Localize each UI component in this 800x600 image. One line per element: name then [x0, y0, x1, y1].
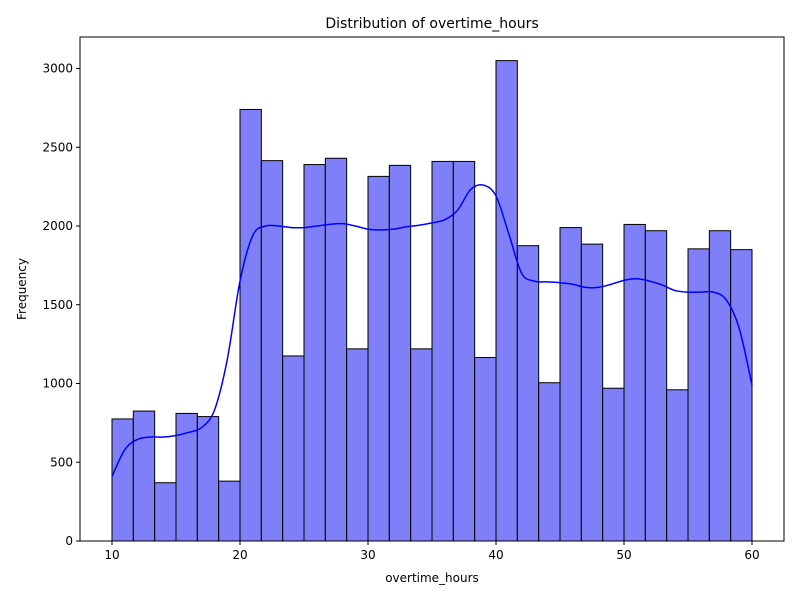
- plot-frame: [79, 36, 785, 542]
- x-tick-label: 30: [360, 548, 375, 562]
- y-tick-label: 1000: [42, 377, 73, 391]
- histogram-bar: [303, 164, 326, 542]
- histogram-bar: [538, 382, 561, 542]
- histogram-bar: [730, 249, 753, 542]
- histogram-bar: [239, 108, 262, 542]
- histogram-bar: [111, 418, 134, 542]
- y-tick-label: 1500: [42, 298, 73, 312]
- histogram-bar: [218, 480, 241, 542]
- histogram-bar: [602, 387, 625, 542]
- histogram-bar: [666, 389, 689, 542]
- y-tick-label: 3000: [42, 62, 73, 76]
- y-axis-ticks: 0 500 1000 1500 2000 2500 3000: [42, 62, 80, 548]
- x-axis-label: overtime_hours: [385, 571, 479, 585]
- histogram-bar: [154, 482, 177, 542]
- y-tick-label: 2000: [42, 219, 73, 233]
- histogram-bar: [388, 164, 412, 542]
- histogram-bar: [623, 223, 646, 542]
- histogram-bar: [516, 245, 540, 542]
- x-axis-ticks: 10 20 30 40 50 60: [104, 541, 760, 562]
- y-tick-label: 0: [65, 534, 73, 548]
- histogram-bar: [559, 227, 582, 542]
- y-tick-label: 500: [50, 455, 73, 469]
- x-tick-label: 20: [232, 548, 247, 562]
- bars-group: [111, 60, 753, 542]
- histogram-bar: [452, 160, 476, 542]
- histogram-bar: [132, 410, 156, 542]
- histogram-bar: [282, 355, 305, 542]
- histogram-bar: [431, 160, 454, 542]
- y-tick-label: 2500: [42, 140, 73, 154]
- histogram-bar: [644, 230, 668, 542]
- kde-group: [111, 184, 753, 477]
- x-tick-label: 50: [616, 548, 631, 562]
- histogram-bar: [474, 357, 497, 542]
- x-tick-label: 10: [104, 548, 119, 562]
- chart-title: Distribution of overtime_hours: [325, 16, 538, 32]
- histogram-bar: [260, 160, 284, 542]
- histogram-bar: [346, 348, 369, 542]
- histogram-bar: [410, 348, 433, 542]
- histogram-bar: [324, 157, 348, 542]
- x-tick-label: 60: [744, 548, 759, 562]
- histogram-bar: [708, 230, 732, 542]
- histogram-bar: [196, 416, 220, 542]
- histogram-bar: [580, 243, 604, 542]
- kde-line: [111, 184, 753, 477]
- histogram-bar: [367, 175, 390, 542]
- histogram-bar: [495, 60, 518, 542]
- x-tick-label: 40: [488, 548, 503, 562]
- y-axis-label: Frequency: [15, 258, 29, 320]
